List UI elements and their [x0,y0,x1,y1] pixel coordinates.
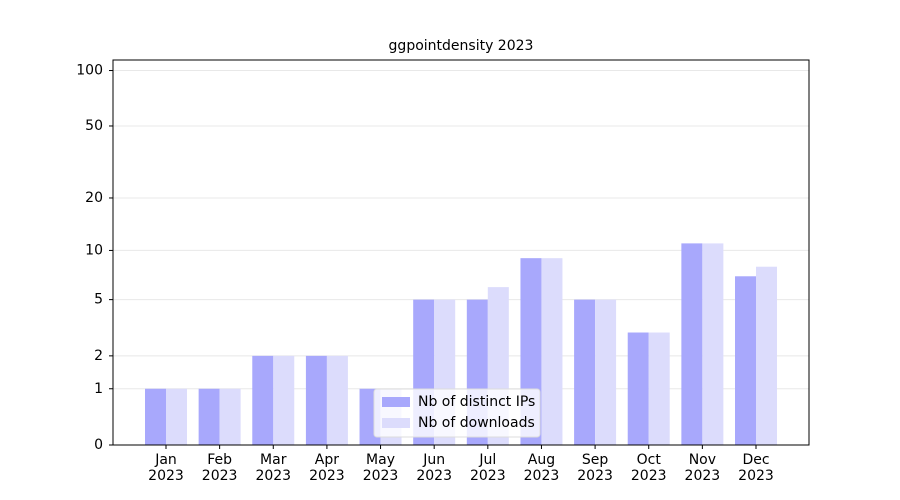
bar [648,332,670,445]
bar [756,266,777,445]
x-tick-label: Jun 2023 [416,452,452,484]
plot-frame [112,59,810,446]
bar [166,388,187,445]
bar [595,299,617,445]
y-tick-label: 2 [94,348,103,364]
x-tick-label: Feb 2023 [201,452,238,484]
x-tick-label: Mar 2023 [255,452,292,484]
bar [252,355,274,445]
legend: Nb of distinct IPs Nb of downloads [373,388,541,438]
x-tick-label: Apr 2023 [309,452,345,484]
x-tick-label: May 2023 [362,452,399,484]
x-tick-label: Sep 2023 [577,452,613,484]
bar [681,243,703,445]
legend-box [373,388,541,438]
bar [145,388,166,445]
chart-title: ggpointdensity 2023 [389,38,534,54]
bar [702,243,724,445]
x-tick-label: Aug 2023 [523,452,560,484]
bar [735,276,756,445]
y-tick-label: 100 [76,63,103,79]
y-tick-label: 20 [85,190,103,206]
y-tick-label: 1 [94,381,103,397]
bar [541,258,563,445]
x-tick-label: Dec 2023 [738,452,774,484]
legend-swatch [382,397,410,407]
bar [198,388,220,445]
bar [305,355,327,445]
bar [574,299,596,445]
x-tick-label: Jan 2023 [148,452,184,484]
y-tick-label: 50 [85,118,103,134]
legend-label: Nb of distinct IPs [418,394,535,410]
bar [326,355,348,445]
y-tick-label: 10 [85,242,103,258]
bar [219,388,241,445]
bar [627,332,649,445]
x-tick-label: Oct 2023 [630,452,667,484]
y-tick-label: 5 [94,292,103,308]
bar [273,355,295,445]
legend-label: Nb of downloads [418,415,535,431]
x-tick-label: Jul 2023 [469,452,506,484]
x-tick-label: Nov 2023 [684,452,721,484]
legend-swatch [382,418,410,428]
y-tick-label: 0 [94,437,103,453]
